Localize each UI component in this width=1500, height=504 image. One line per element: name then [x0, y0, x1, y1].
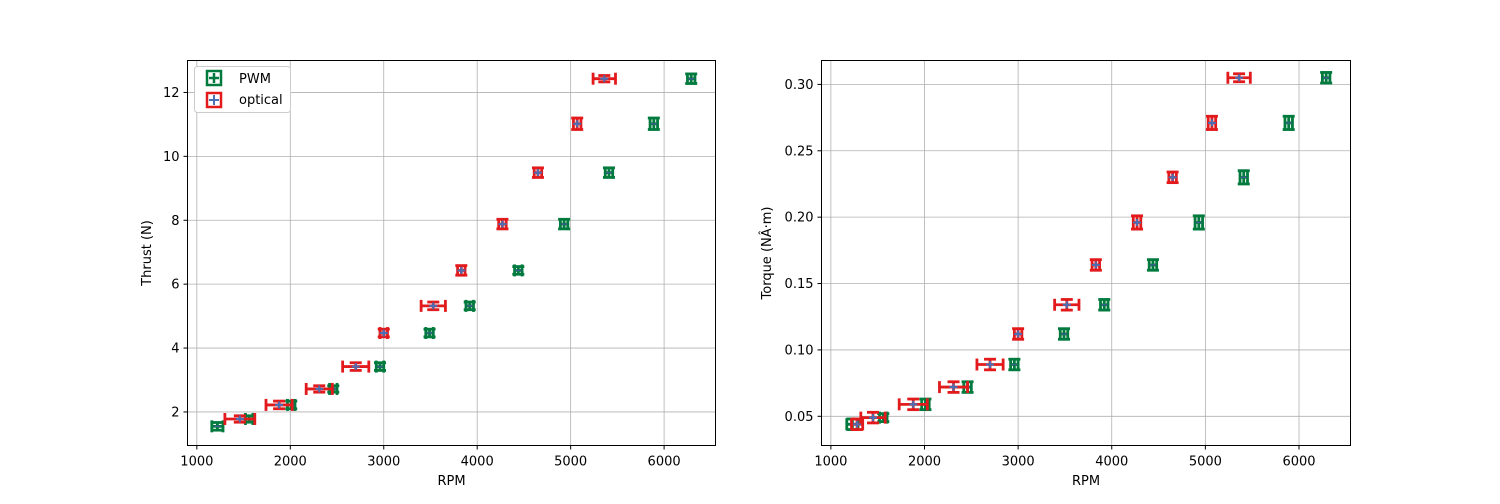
- torque-x-tick-label: 2000: [908, 455, 941, 470]
- thrust-plot-frame: [187, 60, 716, 446]
- torque-x-axis-label: RPM: [1072, 474, 1100, 489]
- thrust-y-tick-label: 4: [171, 342, 179, 357]
- torque-y-tick-label: 0.05: [785, 410, 814, 425]
- torque-y-tick-label: 0.10: [785, 343, 814, 358]
- thrust-point-optical: [341, 360, 371, 373]
- torque-point-optical: [975, 357, 1005, 372]
- torque-x-tick-label: 5000: [1189, 455, 1222, 470]
- torque-x-tick-label: 3000: [1002, 455, 1035, 470]
- legend-marker-optical: [205, 91, 223, 109]
- thrust-grid: [187, 60, 716, 446]
- torque-y-tick-label: 0.20: [785, 211, 814, 226]
- thrust-x-axis-label: RPM: [437, 474, 465, 489]
- torque-point-pwm: [1008, 357, 1021, 372]
- thrust-point-pwm: [647, 116, 660, 131]
- torque-point-optical: [850, 417, 865, 431]
- thrust-point-optical: [264, 398, 294, 411]
- torque-x-ticks: 1000 2000 3000 4000 5000 6000: [814, 445, 1316, 470]
- torque-point-optical: [897, 397, 929, 412]
- thrust-series-optical: [223, 72, 617, 425]
- torque-x-tick-label: 1000: [814, 455, 847, 470]
- thrust-y-axis-label: Thrust (N): [140, 220, 155, 287]
- thrust-point-optical: [419, 299, 447, 312]
- thrust-point-optical: [455, 264, 468, 277]
- thrust-x-tick-label: 4000: [461, 455, 494, 470]
- torque-point-optical: [1205, 114, 1218, 131]
- torque-y-tick-label: 0.15: [785, 277, 814, 292]
- thrust-x-tick-label: 2000: [274, 455, 307, 470]
- thrust-point-pwm: [423, 327, 436, 340]
- torque-point-pwm: [1146, 258, 1159, 272]
- torque-point-pwm: [1098, 298, 1111, 312]
- thrust-y-tick-label: 10: [163, 150, 180, 165]
- torque-series: [845, 71, 1333, 431]
- thrust-point-pwm: [463, 299, 476, 312]
- thrust-y-tick-label: 12: [163, 86, 180, 101]
- legend-marker-pwm: [205, 69, 223, 87]
- thrust-y-tick-label: 6: [171, 278, 179, 293]
- thrust-point-pwm: [210, 420, 225, 433]
- thrust-x-tick-label: 5000: [554, 455, 587, 470]
- thrust-x-tick-label: 1000: [180, 455, 213, 470]
- thrust-point-pwm: [602, 166, 615, 179]
- thrust-point-pwm: [512, 264, 525, 277]
- thrust-point-optical: [571, 116, 584, 131]
- thrust-point-optical: [496, 217, 509, 231]
- torque-grid: [821, 60, 1351, 446]
- thrust-y-tick-label: 8: [171, 214, 179, 229]
- thrust-point-pwm: [558, 217, 571, 231]
- torque-y-tick-label: 0.25: [785, 144, 814, 159]
- torque-y-axis-label: Torque (NÂ·m): [759, 207, 775, 301]
- torque-point-pwm: [1057, 327, 1070, 341]
- torque-point-optical: [1089, 258, 1102, 272]
- torque-point-optical: [1166, 170, 1179, 185]
- torque-point-pwm: [1192, 214, 1205, 231]
- thrust-x-tick-label: 6000: [648, 455, 681, 470]
- thrust-x-tick-label: 3000: [367, 455, 400, 470]
- thrust-point-optical: [223, 412, 257, 425]
- torque-x-tick-label: 4000: [1095, 455, 1128, 470]
- torque-point-optical: [938, 380, 969, 394]
- torque-series-optical: [850, 71, 1252, 431]
- torque-y-tick-label: 0.30: [785, 78, 814, 93]
- torque-chart: 1000 2000 3000 4000 5000 6000 0.05 0.10 0.15 0.2…: [759, 60, 1351, 489]
- thrust-series: [210, 72, 698, 433]
- torque-x-tick-label: 6000: [1282, 455, 1315, 470]
- thrust-y-ticks: 2 4 6 8 10 12: [163, 86, 188, 420]
- torque-point-optical: [1131, 214, 1144, 231]
- thrust-x-ticks: 1000 2000 3000 4000 5000 6000: [180, 445, 681, 470]
- legend-label-optical: optical: [239, 93, 283, 108]
- thrust-point-optical: [377, 327, 390, 340]
- thrust-point-optical: [591, 72, 617, 85]
- thrust-chart: 1000 2000 3000 4000 5000 6000 2 4 6 8 10 12 RPM Th…: [140, 60, 716, 489]
- thrust-y-tick-label: 2: [171, 405, 179, 420]
- torque-y-ticks: 0.05 0.10 0.15 0.20 0.25 0.30: [785, 78, 822, 425]
- thrust-point-optical: [531, 166, 544, 179]
- torque-point-pwm: [1237, 169, 1250, 186]
- torque-point-pwm: [1320, 71, 1333, 85]
- torque-point-pwm: [1282, 114, 1295, 131]
- torque-point-optical: [1012, 327, 1025, 341]
- torque-plot-frame: [821, 60, 1351, 446]
- torque-point-optical: [1226, 71, 1252, 84]
- legend-label-pwm: PWM: [239, 72, 271, 87]
- thrust-point-pwm: [685, 72, 698, 85]
- torque-point-optical: [1053, 298, 1081, 312]
- torque-point-optical: [859, 410, 887, 425]
- legend: PWM optical: [194, 66, 291, 113]
- thrust-point-pwm: [374, 360, 387, 373]
- thrust-point-optical: [304, 382, 334, 395]
